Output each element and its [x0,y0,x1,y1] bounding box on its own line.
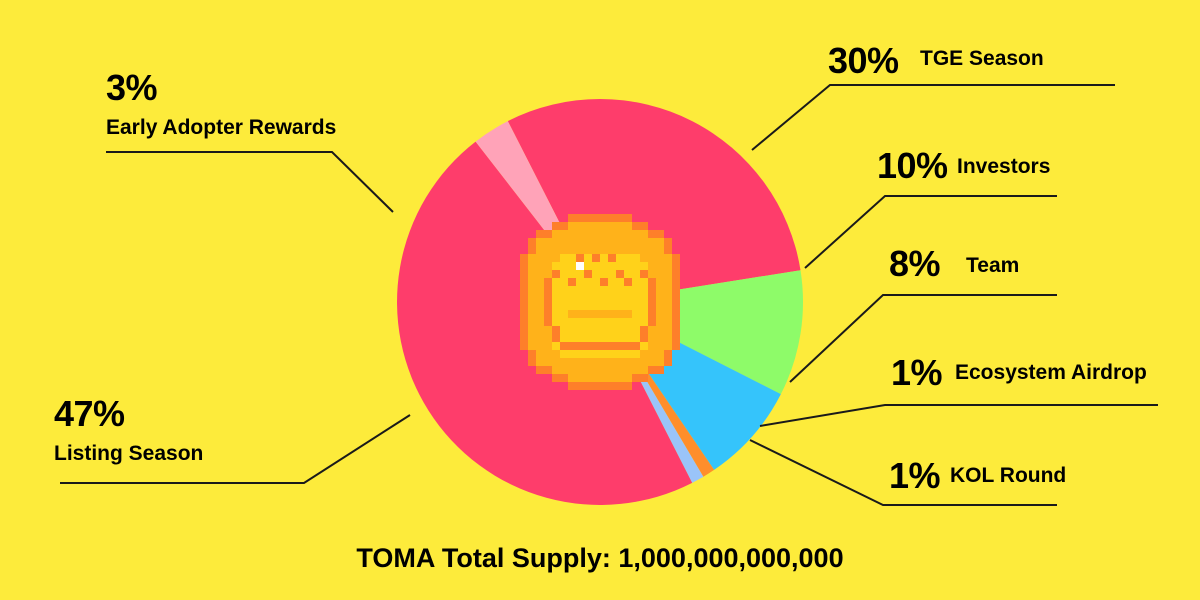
coin-face [552,366,648,374]
leader-line-listing [60,414,411,484]
coin-ring [640,270,648,278]
coin-ring [648,278,656,326]
coin-ring [600,278,608,286]
coin-ring [592,254,600,262]
coin-center [552,262,648,350]
total-supply-caption: TOMA Total Supply: 1,000,000,000,000 [356,543,843,573]
coin-face [552,230,648,238]
slice-label-early: Early Adopter Rewards [106,116,336,139]
coin-rim [568,382,632,390]
coin-ring [616,270,624,278]
coin-ring [552,326,560,342]
slice-label-listing: Listing Season [54,442,203,465]
coin-center [560,350,640,358]
pixel-coin-icon [520,214,680,390]
coin-ring [552,270,560,278]
coin-ring [608,254,616,262]
coin-face [568,222,632,230]
coin-ring [624,278,632,286]
coin-ring [568,278,576,286]
coin-highlight [576,262,584,270]
slice-label-kol: KOL Round [950,464,1066,487]
leader-line-early [106,151,394,213]
coin-face [536,238,664,254]
slice-percent-kol: 1% [889,455,941,496]
coin-ring [584,270,592,278]
coin-rim [568,214,632,222]
coin-shade [568,310,632,318]
coin-ring [640,326,648,342]
coin-face [568,374,632,382]
coin-ring [576,254,584,262]
slice-percent-tge: 30% [828,40,899,81]
coin-ring [544,278,552,326]
leader-line-ecosystem [759,404,1158,427]
slice-label-ecosystem: Ecosystem Airdrop [955,361,1147,384]
leader-line-kol [749,439,1057,506]
slice-percent-listing: 47% [54,393,125,434]
slice-label-team: Team [966,254,1019,277]
slice-label-tge: TGE Season [920,47,1044,70]
slice-percent-team: 8% [889,243,941,284]
slice-percent-early: 3% [106,67,158,108]
leader-line-investors [804,195,1057,269]
leader-line-tge [751,84,1115,151]
slice-label-investors: Investors [957,155,1050,178]
leader-lines [60,84,1158,506]
leader-line-team [789,294,1057,383]
coin-ring [560,342,640,350]
slice-percent-investors: 10% [877,145,948,186]
slice-percent-ecosystem: 1% [891,352,943,393]
